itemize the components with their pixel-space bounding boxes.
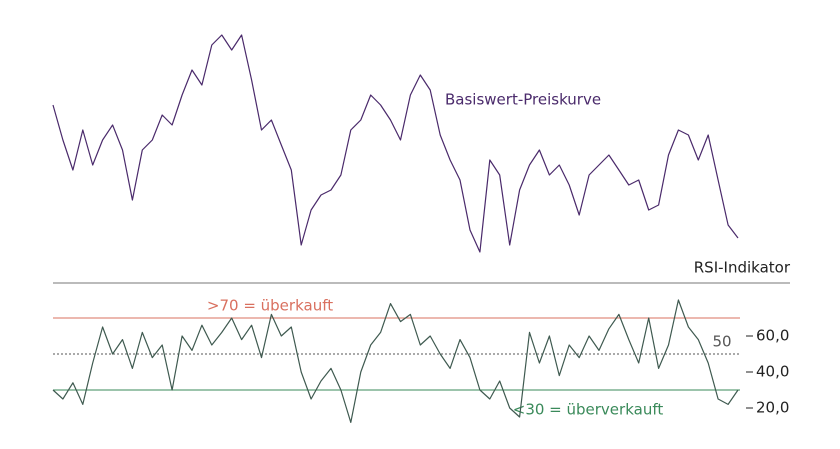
reference-label: <30 = überverkauft [513, 401, 664, 419]
y-tick-label: 20,0 [756, 399, 789, 417]
panel-title: RSI-Indikator [694, 259, 791, 277]
series-line [52, 299, 739, 423]
series-line [52, 34, 739, 253]
reference-label: 50 [712, 333, 731, 351]
y-tick-label: 60,0 [756, 327, 789, 345]
series-label: Basiswert-Preiskurve [445, 91, 601, 109]
y-tick-label: 40,0 [756, 363, 789, 381]
reference-label: >70 = überkauft [207, 297, 333, 315]
